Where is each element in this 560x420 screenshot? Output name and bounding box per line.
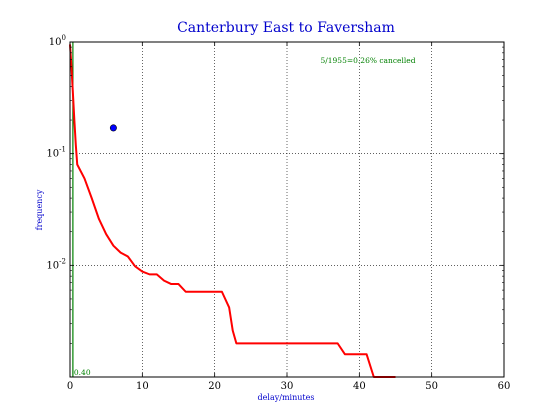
chart-title: Canterbury East to Faversham — [177, 20, 395, 36]
delay-frequency-line — [69, 44, 396, 378]
x-axis-label: delay/minutes — [258, 393, 315, 402]
median-label: 0.40 — [74, 368, 91, 377]
x-tick-label: 60 — [498, 381, 511, 392]
y-axis-label: frequency — [35, 189, 44, 230]
x-tick-label: 40 — [353, 381, 366, 392]
y-tick-label: 10-2 — [46, 257, 66, 271]
ticks: 0 10 20 30 40 50 60 100 10-1 10-2 — [46, 34, 510, 392]
marker-point — [109, 124, 117, 132]
x-tick-label: 0 — [67, 381, 73, 392]
x-tick-label: 20 — [208, 381, 221, 392]
plot-area: 0.40 — [69, 42, 396, 378]
x-tick-label: 10 — [136, 381, 149, 392]
y-tick-label: 10-1 — [46, 146, 66, 160]
cancelled-annotation: 5/1955=0.26% cancelled — [320, 56, 415, 65]
y-tick-label: 100 — [49, 34, 66, 48]
grid — [70, 42, 504, 377]
x-tick-label: 50 — [425, 381, 438, 392]
x-tick-label: 30 — [281, 381, 294, 392]
